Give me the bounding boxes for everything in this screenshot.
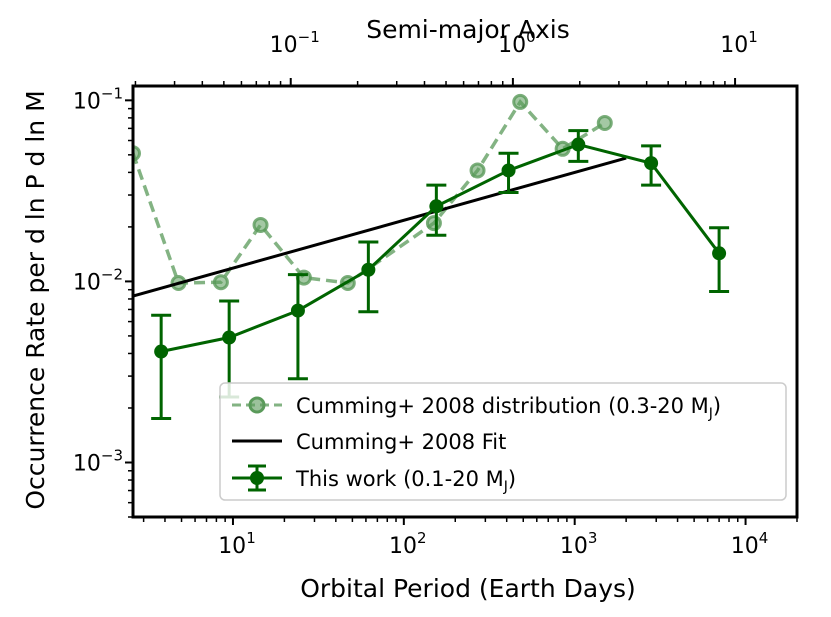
x-tick-label: 101	[218, 529, 256, 559]
y-tick-label: 10−2	[73, 265, 123, 295]
cumming-dist-point	[133, 145, 141, 162]
top-axis-label: Semi-major Axis	[366, 15, 570, 44]
this-work-point	[290, 303, 305, 318]
this-work-point	[361, 262, 376, 277]
this-work-point	[644, 156, 659, 171]
cumming-dist-point	[596, 114, 613, 131]
legend-entry-cumming-fit: Cumming+ 2008 Fit	[232, 430, 506, 454]
this-work-point	[501, 163, 516, 178]
plot-frame	[131, 84, 799, 519]
x-tick-label: 103	[560, 529, 598, 559]
cumming-dist-point	[469, 162, 486, 179]
top-tick-label: 101	[720, 28, 758, 58]
this-work-point	[154, 344, 169, 359]
tick-labels: 101 102 103 104 10−1 100 101 10−3 10−2 10−1	[73, 28, 768, 559]
legend-label-cumming-dist: Cumming+ 2008 distribution (0.3-20 MJ)	[296, 394, 721, 422]
legend: Cumming+ 2008 distribution (0.3-20 MJ) C…	[219, 382, 787, 501]
x-tick-label: 104	[731, 529, 769, 559]
x-axis-label: Orbital Period (Earth Days)	[300, 574, 636, 603]
this-work-point	[712, 246, 727, 261]
series-cumming-fit-line	[133, 156, 627, 298]
legend-entry-cumming-dist: Cumming+ 2008 distribution (0.3-20 MJ)	[232, 394, 721, 422]
cumming-dist-point	[252, 216, 269, 233]
this-work-point	[222, 330, 237, 345]
this-work-point	[571, 137, 586, 152]
this-work-point	[429, 199, 444, 214]
legend-marker-this-work	[250, 471, 264, 485]
cumming-dist-point	[512, 93, 529, 110]
cumming-dist-point	[212, 274, 229, 291]
y-axis-label: Occurrence Rate per d ln P d ln M	[21, 90, 50, 509]
cumming-dist-point	[425, 215, 442, 232]
top-tick-label: 10−1	[270, 28, 320, 58]
legend-box	[219, 382, 787, 501]
y-tick-label: 10−3	[73, 446, 123, 476]
x-tick-label: 102	[389, 529, 427, 559]
top-tick-label: 100	[498, 28, 536, 58]
legend-label-cumming-fit: Cumming+ 2008 Fit	[296, 430, 506, 454]
y-tick-label: 10−1	[73, 84, 123, 114]
plot-area	[133, 93, 730, 420]
legend-label-this-work: This work (0.1-20 MJ)	[295, 467, 516, 495]
legend-marker-cumming-dist	[248, 396, 266, 414]
legend-entry-this-work: This work (0.1-20 MJ)	[232, 464, 516, 495]
